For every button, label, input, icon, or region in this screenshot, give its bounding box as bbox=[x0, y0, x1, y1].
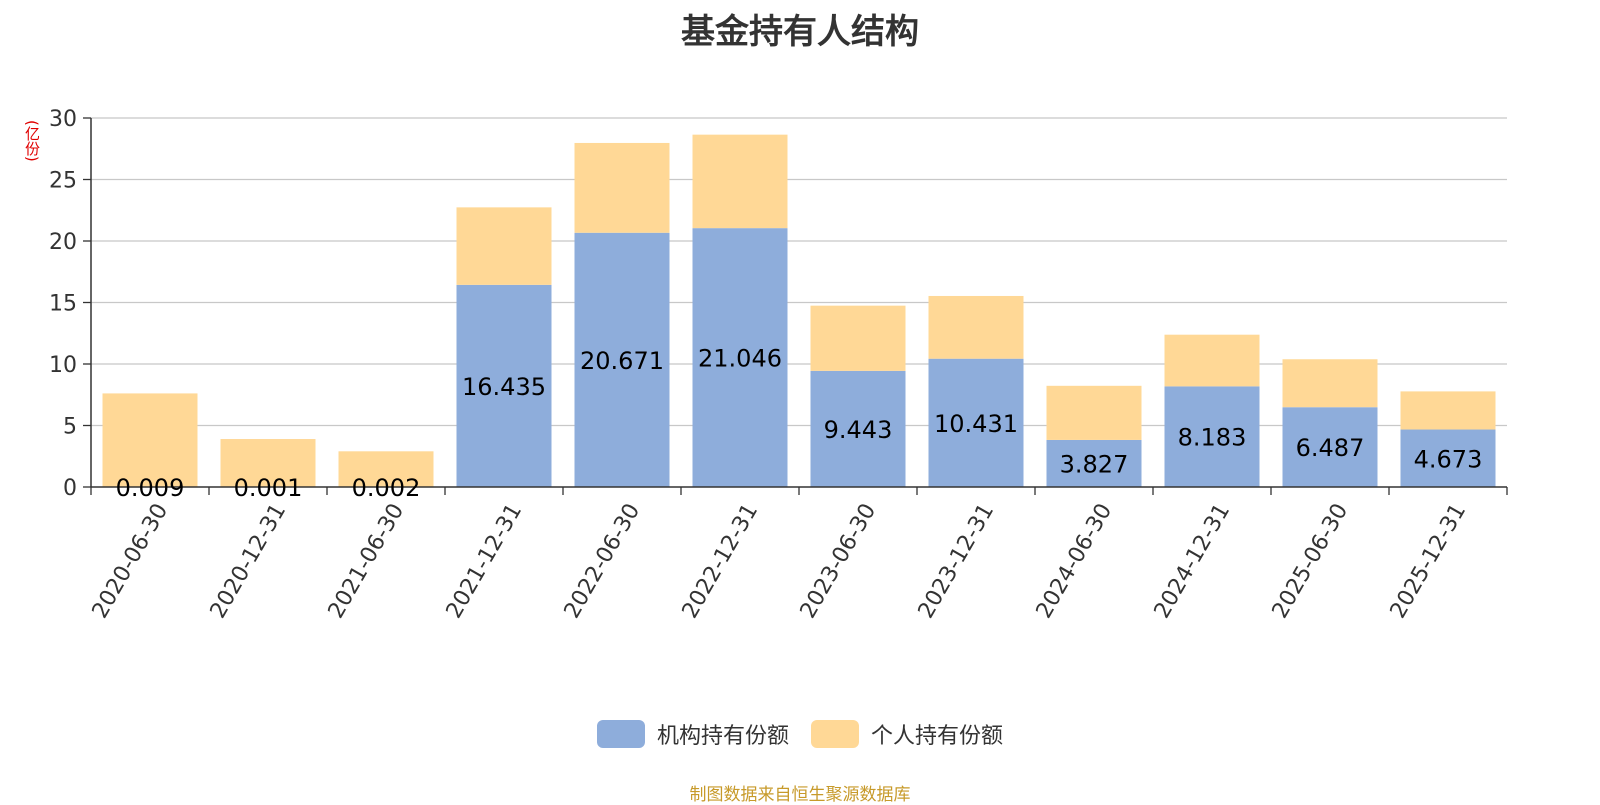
y-tick-label: 20 bbox=[49, 230, 77, 255]
bar-individual bbox=[1165, 335, 1260, 387]
legend-item-individual[interactable]: 个人持有份额 bbox=[811, 718, 1003, 750]
data-label-institutional: 0.001 bbox=[234, 474, 303, 502]
legend-item-institutional[interactable]: 机构持有份额 bbox=[597, 718, 789, 750]
x-tick-label: 2021-12-31 bbox=[442, 500, 528, 623]
y-tick-label: 15 bbox=[49, 292, 77, 317]
x-tick-label: 2023-12-31 bbox=[914, 500, 1000, 623]
bar-individual bbox=[575, 143, 670, 233]
legend-label-individual: 个人持有份额 bbox=[871, 718, 1003, 750]
legend-swatch-individual bbox=[811, 720, 859, 748]
y-tick-label: 0 bbox=[63, 476, 77, 501]
data-label-institutional: 0.009 bbox=[116, 474, 185, 502]
bar-individual bbox=[929, 296, 1024, 359]
bar-individual bbox=[1401, 391, 1496, 429]
bar-individual bbox=[693, 135, 788, 228]
x-tick-label: 2020-06-30 bbox=[88, 500, 174, 623]
data-label-institutional: 4.673 bbox=[1414, 445, 1483, 473]
bar-individual bbox=[1283, 359, 1378, 407]
data-label-institutional: 16.435 bbox=[462, 373, 546, 401]
data-label-institutional: 8.183 bbox=[1178, 424, 1247, 452]
x-tick-label: 2025-12-31 bbox=[1386, 500, 1472, 623]
x-tick-label: 2024-06-30 bbox=[1032, 500, 1118, 623]
y-tick-label: 5 bbox=[63, 415, 77, 440]
data-label-institutional: 3.827 bbox=[1060, 450, 1129, 478]
x-tick-label: 2020-12-31 bbox=[206, 500, 292, 623]
stacked-bar-chart: 0 5 10 15 20 25 30 2020-06-30 2020-12-31 2021-06-… bbox=[0, 0, 1600, 700]
x-tick-label: 2021-06-30 bbox=[324, 500, 410, 623]
bar-individual bbox=[457, 207, 552, 284]
x-tick-label: 2025-06-30 bbox=[1268, 500, 1354, 623]
bar-individual bbox=[103, 393, 198, 486]
x-tick-label: 2022-12-31 bbox=[678, 500, 764, 623]
data-label-institutional: 9.443 bbox=[824, 416, 893, 444]
x-tick-label: 2022-06-30 bbox=[560, 500, 646, 623]
data-label-institutional: 21.046 bbox=[698, 345, 782, 373]
y-tick-label: 25 bbox=[49, 169, 77, 194]
bar-individual bbox=[811, 306, 906, 371]
y-tick-label: 10 bbox=[49, 353, 77, 378]
data-label-institutional: 20.671 bbox=[580, 347, 664, 375]
data-labels: 0.009 0.001 0.002 16.435 20.671 21.046 9.443 10… bbox=[116, 345, 1483, 502]
legend-swatch-institutional bbox=[597, 720, 645, 748]
data-label-institutional: 0.002 bbox=[352, 474, 421, 502]
bar-individual bbox=[1047, 386, 1142, 440]
legend: 机构持有份额 个人持有份额 bbox=[0, 718, 1600, 750]
y-tick-label: 30 bbox=[49, 107, 77, 132]
data-source-note: 制图数据来自恒生聚源数据库 bbox=[0, 780, 1600, 805]
x-tick-label: 2024-12-31 bbox=[1150, 500, 1236, 623]
data-label-institutional: 6.487 bbox=[1296, 434, 1365, 462]
x-tick-label: 2023-06-30 bbox=[796, 500, 882, 623]
bars bbox=[103, 135, 1496, 487]
data-label-institutional: 10.431 bbox=[934, 410, 1018, 438]
legend-label-institutional: 机构持有份额 bbox=[657, 718, 789, 750]
